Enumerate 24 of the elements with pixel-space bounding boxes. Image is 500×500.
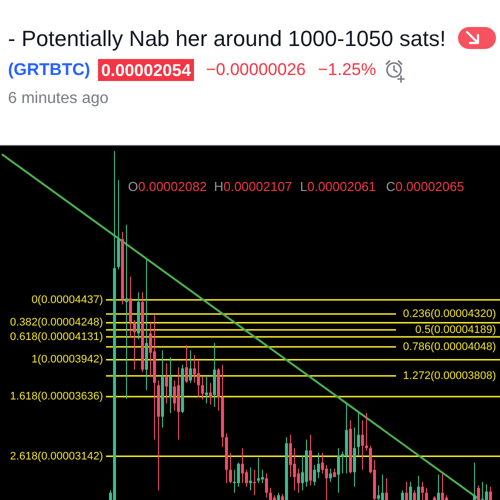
text: −1.25%: [318, 60, 376, 79]
ref-line-label: 2.618(0.00003142): [10, 450, 103, 462]
annotation: H0.00002107: [214, 179, 292, 194]
candlestick: [365, 413, 368, 450]
annotation: O0.00002082: [128, 179, 207, 194]
ref-line-label: 1.272(0.00003808): [403, 370, 496, 382]
ref-line-label: 0.618(0.00004131): [10, 330, 103, 343]
chart-title: - Potentially Nab her around 1000-1050 sats!: [8, 26, 446, 51]
text: (GRTBTC): [8, 60, 90, 79]
ref-line-label: 1.618(0.00003636): [10, 390, 103, 403]
ref-line-label: 0.786(0.00004048): [403, 340, 496, 353]
ref-line-label: 0.236(0.00004320): [403, 308, 496, 320]
annotation: C0.00002065: [386, 179, 464, 194]
ref-line-label: 0.382(0.00004248): [10, 316, 103, 329]
text: 0.00002054: [101, 61, 192, 80]
text: 6 minutes ago: [8, 90, 109, 107]
candlestick: [481, 482, 484, 500]
text: −0.00000026: [206, 60, 306, 79]
candlestick: [205, 376, 208, 404]
candlestick: [125, 224, 128, 399]
ref-line-label: 1(0.00003942): [31, 354, 103, 366]
annotation: L0.00002061: [300, 179, 376, 194]
ref-line-label: 0(0.00004437): [31, 294, 103, 306]
ref-line-label: 0.5(0.00004189): [415, 324, 496, 336]
